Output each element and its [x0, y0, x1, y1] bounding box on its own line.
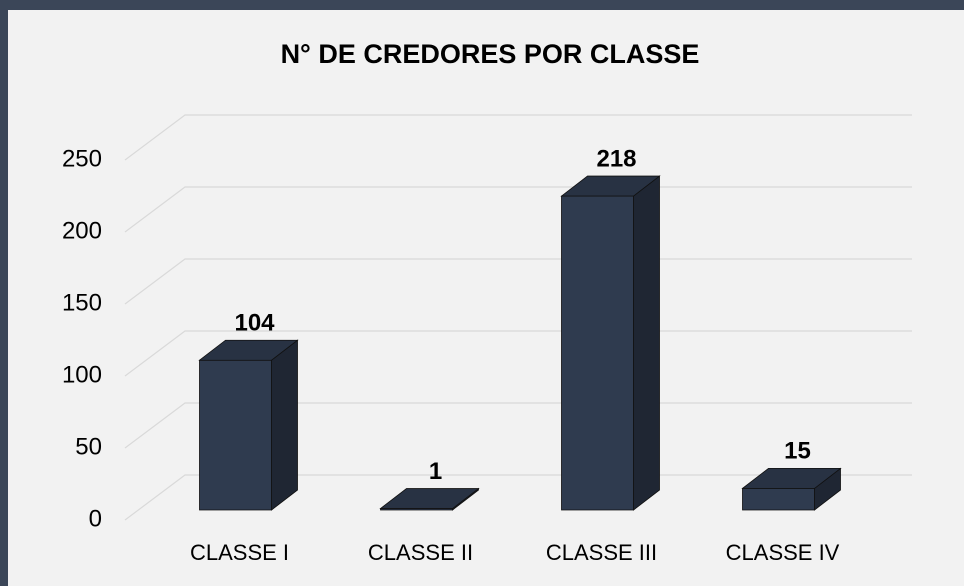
bar-top: [198, 339, 299, 361]
bar: [741, 467, 842, 511]
chart-title: N° DE CREDORES POR CLASSE: [281, 39, 700, 69]
y-tick-label: 200: [62, 217, 102, 244]
bar-side: [271, 339, 298, 511]
grid-line: [124, 402, 912, 449]
x-tick-label: CLASSE III: [546, 540, 657, 565]
bar: [379, 487, 480, 511]
bar-top: [560, 175, 661, 197]
bar-top: [379, 488, 480, 509]
grid-line: [124, 330, 912, 377]
y-tick-label: 0: [89, 505, 102, 532]
bar-front: [742, 488, 815, 511]
grid-line: [124, 186, 912, 233]
bar: [560, 175, 661, 511]
data-label: 1: [429, 458, 442, 485]
y-tick-label: 250: [62, 145, 102, 172]
data-label: 218: [596, 145, 636, 172]
grid-line: [124, 114, 912, 161]
data-label: 104: [234, 310, 275, 337]
grid-line: [124, 258, 912, 305]
x-tick-label: CLASSE II: [368, 540, 473, 565]
bar-top: [741, 468, 842, 489]
x-tick-label: CLASSE I: [190, 540, 289, 565]
y-tick-label: 100: [62, 361, 102, 388]
x-tick-label: CLASSE IV: [726, 540, 840, 565]
bar-front: [561, 195, 634, 511]
y-tick-label: 50: [75, 433, 102, 460]
bar-front: [199, 359, 272, 511]
bar-side: [633, 175, 660, 511]
data-label: 15: [784, 438, 811, 465]
y-tick-label: 150: [62, 289, 102, 316]
bar: [198, 339, 299, 511]
grid-line: [124, 474, 912, 521]
